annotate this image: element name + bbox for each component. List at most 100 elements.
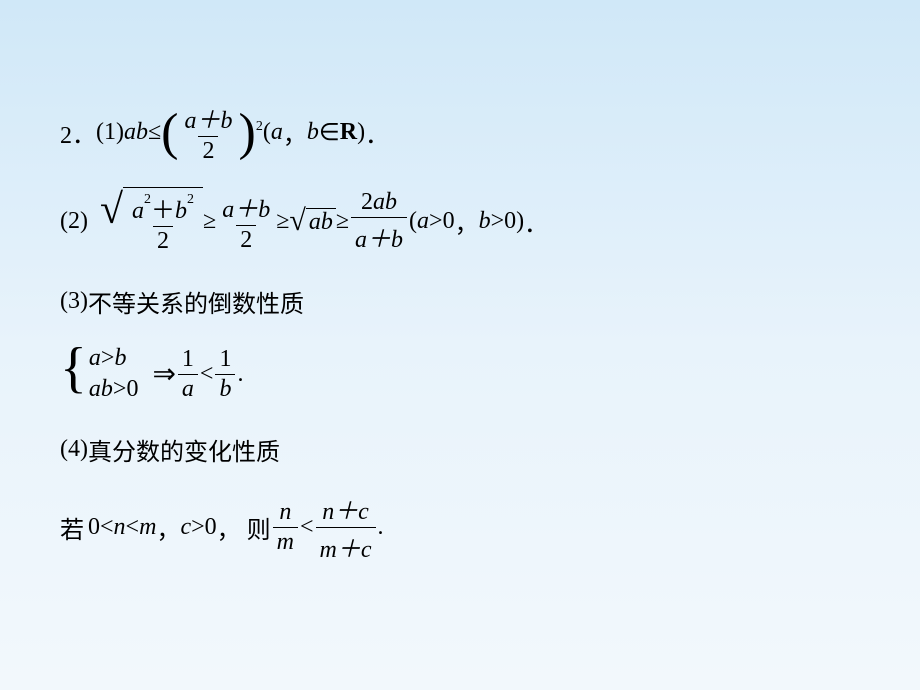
- c1a: a: [89, 345, 101, 371]
- case-row-1: a>b: [89, 343, 139, 374]
- cond-close: ): [516, 208, 524, 235]
- part3-label: (3): [60, 288, 88, 315]
- frac-1b: 1 b: [215, 346, 235, 403]
- geq3: ≥: [336, 208, 349, 235]
- radicand-ab: ab: [306, 208, 336, 236]
- num1b: 1: [215, 346, 235, 374]
- lhs-ab: ab: [124, 119, 148, 146]
- c: c: [180, 514, 191, 541]
- frac-ab-2: a＋b 2: [218, 189, 274, 254]
- frac-2ab-apb: 2ab a＋b: [351, 189, 407, 254]
- comma4: ，: [156, 510, 180, 545]
- pow2b: 2: [187, 192, 194, 207]
- zero-b: 0: [205, 514, 217, 541]
- c1gt: >: [101, 345, 115, 371]
- m: m: [139, 514, 156, 541]
- ze: 则: [247, 510, 271, 545]
- implies: ⇒: [152, 357, 175, 391]
- zero1: 0: [443, 208, 455, 235]
- lbrace-icon: {: [60, 343, 87, 405]
- sqrt-ab: √ ab: [289, 206, 335, 236]
- den1a: a: [178, 374, 198, 403]
- ruo: 若: [60, 510, 84, 545]
- part4-text: 真分数的变化性质: [88, 432, 280, 467]
- c2ab: ab: [89, 376, 113, 402]
- geq2: ≥: [276, 208, 289, 235]
- sqrt-a2b2-2: √ a2＋b2 2: [100, 187, 203, 255]
- part4-label: (4): [60, 436, 88, 463]
- part2-label: (2): [60, 208, 88, 235]
- num1a: 1: [178, 346, 198, 374]
- line-2-3: (3) 不等关系的倒数性质: [60, 275, 860, 327]
- radical-icon-2: √: [289, 206, 305, 236]
- power-2: 2: [256, 119, 263, 135]
- part3-text: 不等关系的倒数性质: [88, 284, 304, 319]
- cond-b: b: [479, 208, 491, 235]
- zero-a: 0: [88, 514, 100, 541]
- frac-num: a＋b: [180, 100, 236, 136]
- in-sym: ∈: [319, 118, 340, 147]
- line-2-4f: 若 0 < n < m ， c > 0 ， 则 n m < n＋c m＋c .: [60, 491, 860, 564]
- comma-cn: ，: [283, 115, 307, 150]
- item-number: 2．: [60, 115, 96, 150]
- num-nc: n＋c: [318, 491, 373, 527]
- part1-label: (1): [96, 119, 124, 146]
- num-a2b2: a2＋b2: [128, 190, 198, 226]
- domain-close: ): [357, 119, 365, 146]
- geq1: ≥: [203, 208, 216, 235]
- gt2: >: [491, 208, 505, 235]
- rel-leq: ≤: [148, 119, 161, 146]
- num-ab: a＋b: [218, 189, 274, 225]
- zero2: 0: [504, 208, 516, 235]
- frac-den: 2: [198, 136, 218, 165]
- lt3: <: [300, 514, 314, 541]
- c2gt: >: [113, 376, 127, 402]
- period: ．: [365, 115, 389, 150]
- den-2: 2: [153, 226, 173, 255]
- period2: ．: [524, 204, 548, 239]
- den-m: m: [273, 527, 298, 556]
- lt2: <: [126, 514, 140, 541]
- b: b: [175, 198, 187, 224]
- c1b: b: [114, 345, 126, 371]
- domain-open: (: [263, 119, 271, 146]
- line-2-1: 2． (1) ab ≤ ( a＋b 2 ) 2 ( a ， b ∈ R ) ．: [60, 100, 860, 165]
- frac-ncmc: n＋c m＋c: [316, 491, 376, 564]
- radical-icon: √: [100, 189, 123, 257]
- line-2-4: (4) 真分数的变化性质: [60, 423, 860, 475]
- lparen-icon: (: [161, 107, 178, 159]
- rparen-icon: ): [238, 107, 255, 159]
- set-R: R: [340, 119, 357, 146]
- lt1: <: [100, 514, 114, 541]
- cond-a: a: [417, 208, 429, 235]
- var-a: a: [271, 119, 283, 146]
- n: n: [114, 514, 126, 541]
- comma2: ，: [455, 204, 479, 239]
- ab: ab: [373, 189, 397, 215]
- cases-block: { a>b ab>0: [60, 343, 138, 405]
- line-2-2: (2) √ a2＋b2 2 ≥ a＋b 2 ≥ √ ab ≥ 2ab a＋b (…: [60, 187, 860, 255]
- a: a: [132, 198, 144, 224]
- frac-nm: n m: [273, 499, 298, 556]
- var-b: b: [307, 119, 319, 146]
- den1b: b: [215, 374, 235, 403]
- c2z: 0: [126, 376, 138, 402]
- comma4b: ，: [217, 510, 241, 545]
- gt4: >: [191, 514, 205, 541]
- plus: ＋: [151, 198, 175, 224]
- gt1: >: [429, 208, 443, 235]
- case-row-2: ab>0: [89, 374, 139, 405]
- paren-group: ( a＋b 2 ): [161, 100, 256, 165]
- den-mc: m＋c: [316, 527, 376, 564]
- pow2a: 2: [144, 192, 151, 207]
- frac-1a: 1 a: [178, 346, 198, 403]
- lt: <: [200, 361, 214, 388]
- num-n: n: [275, 499, 295, 527]
- frac-a2b2-2: a2＋b2 2: [128, 190, 198, 255]
- line-2-3f: { a>b ab>0 ⇒ 1 a < 1 b .: [60, 343, 860, 405]
- frac-ab2: a＋b 2: [180, 100, 236, 165]
- den-apb: a＋b: [351, 217, 407, 254]
- den-2b: 2: [236, 225, 256, 254]
- period3: .: [237, 361, 243, 388]
- num-2ab: 2ab: [357, 189, 401, 217]
